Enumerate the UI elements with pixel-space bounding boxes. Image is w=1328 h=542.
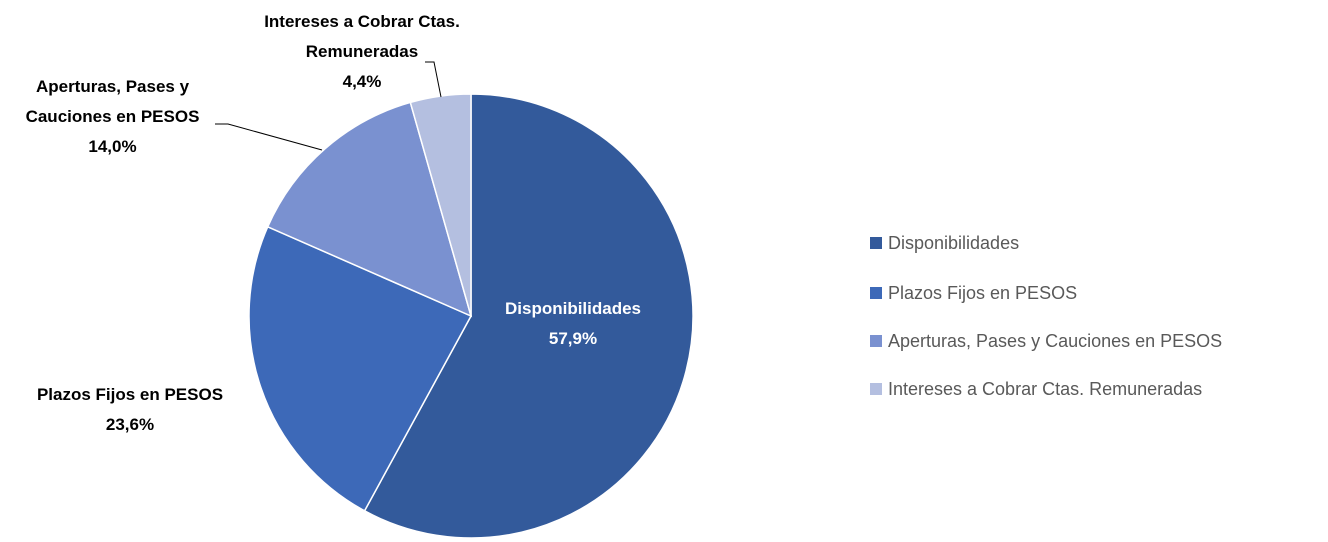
data-label: Plazos Fijos en PESOS 23,6% — [0, 380, 260, 440]
data-label-category: Disponibilidades — [504, 299, 642, 318]
pie-slice — [248, 225, 473, 512]
legend-label: Aperturas, Pases y Cauciones en PESOS — [888, 331, 1223, 351]
legend-swatch — [870, 383, 882, 395]
data-label: Aperturas, Pases y Cauciones en PESOS 14,… — [10, 72, 215, 162]
legend-swatch — [870, 335, 882, 347]
legend-swatch — [870, 237, 882, 249]
data-label-value: 14,0% — [88, 137, 137, 156]
data-label-value: 57,9% — [548, 329, 598, 348]
leader-line — [425, 61, 442, 98]
data-label: Disponibilidades 57,9% — [453, 294, 693, 354]
legend-label: Plazos Fijos en PESOS — [888, 283, 1078, 303]
pie-slice — [266, 101, 473, 318]
pie-slice — [363, 93, 694, 539]
legend-swatch — [870, 287, 882, 299]
leader-line — [215, 123, 323, 151]
legend-label: Disponibilidades — [888, 233, 1020, 253]
data-label-value: 4,4% — [342, 72, 382, 91]
data-label-value: 23,6% — [105, 415, 155, 434]
data-label-category: Plazos Fijos en PESOS — [36, 385, 224, 404]
data-label-category: Aperturas, Pases y Cauciones en PESOS — [25, 77, 200, 126]
legend-label: Intereses a Cobrar Ctas. Remuneradas — [888, 379, 1203, 399]
data-label: Intereses a Cobrar Ctas. Remuneradas 4,4% — [242, 7, 482, 97]
data-label-category: Intereses a Cobrar Ctas. Remuneradas — [264, 12, 460, 61]
